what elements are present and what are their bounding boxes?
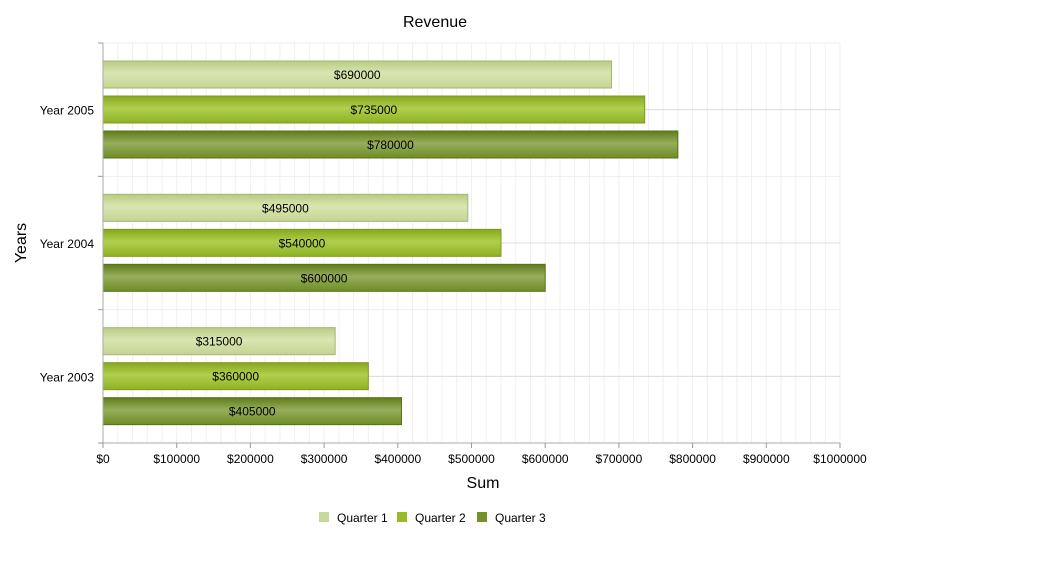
x-tick-label: $500000: [448, 452, 495, 466]
legend-label: Quarter 1: [337, 511, 388, 525]
bar-quarter-3: [102, 263, 546, 292]
bar-quarter-1: [102, 327, 336, 356]
bar-value-label: $495000: [262, 201, 309, 215]
y-tick-label: Year 2005: [40, 104, 95, 118]
legend-swatch-2: [397, 512, 407, 522]
legend-label: Quarter 3: [495, 511, 546, 525]
x-tick-label: $600000: [522, 452, 569, 466]
x-tick-label: $200000: [227, 452, 274, 466]
bar-quarter-3: [102, 397, 402, 426]
legend-swatch-3: [477, 512, 487, 522]
x-tick-label: $800000: [669, 452, 716, 466]
bar-quarter-2: [102, 362, 369, 391]
x-tick-label: $0: [96, 452, 110, 466]
bar-value-label: $600000: [301, 271, 348, 285]
bar-value-label: $690000: [334, 68, 381, 82]
x-tick-label: $900000: [743, 452, 790, 466]
bar-quarter-2: [102, 95, 646, 124]
x-axis-title: Sum: [467, 475, 500, 492]
chart-title: Revenue: [403, 14, 467, 31]
bar-quarter-2: [102, 228, 502, 257]
y-tick-label: Year 2003: [40, 370, 95, 384]
y-tick-label: Year 2004: [40, 237, 95, 251]
bar-value-label: $735000: [350, 103, 397, 117]
legend-label: Quarter 2: [415, 511, 466, 525]
bar-value-label: $405000: [229, 405, 276, 419]
x-tick-label: $700000: [596, 452, 643, 466]
x-tick-label: $300000: [301, 452, 348, 466]
x-tick-label: $100000: [153, 452, 200, 466]
bar-value-label: $360000: [212, 370, 259, 384]
legend-swatch-1: [319, 512, 329, 522]
bar-value-label: $315000: [196, 335, 243, 349]
bar-value-label: $540000: [279, 236, 326, 250]
bar-value-label: $780000: [367, 138, 414, 152]
bar-quarter-3: [102, 130, 679, 159]
y-axis-title: Years: [13, 223, 30, 263]
x-tick-label: $1000000: [813, 452, 867, 466]
x-tick-label: $400000: [374, 452, 421, 466]
bar-quarter-1: [102, 60, 613, 89]
bar-quarter-1: [102, 193, 469, 222]
